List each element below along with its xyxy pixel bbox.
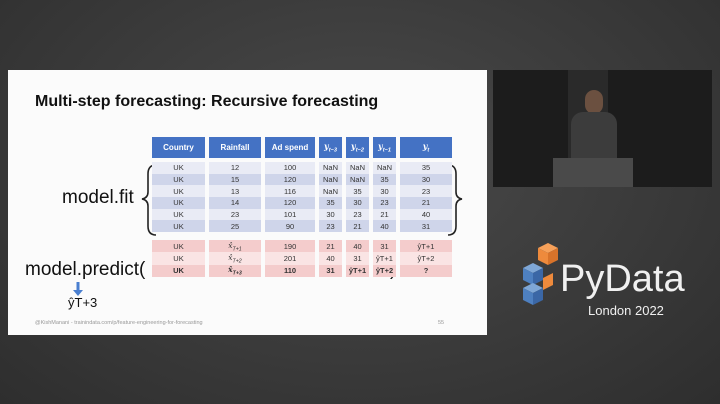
table-cell: 35 [346, 185, 369, 198]
table-cell: 40 [319, 252, 342, 265]
footer: @KishManani - trainindata.com/p/feature-… [35, 320, 203, 326]
fit-row: UK 14 120 35 30 23 21 [152, 197, 452, 209]
fit-row: UK 13 116 NaN 35 30 23 [152, 185, 452, 198]
pydata-logo-cubes [523, 243, 558, 305]
output-label: ŷT+3 [68, 295, 98, 310]
table-cell: 190 [265, 240, 315, 253]
table-cell: 23 [209, 208, 261, 221]
header-cell: Ad spend [265, 137, 315, 158]
table-cell: NaN [346, 173, 369, 186]
table-cell: 23 [319, 220, 342, 233]
table-cell: UK [152, 173, 205, 186]
fit-row: UK 15 120 NaN NaN 35 30 [152, 173, 452, 186]
table-cell: ? [400, 264, 452, 278]
table-cell: NaN [319, 185, 342, 198]
table-cell: 40 [373, 220, 396, 233]
header-cell: yt [400, 137, 452, 158]
fit-label: model.fit [62, 187, 134, 208]
table-cell: 23 [373, 197, 396, 209]
predict-row: UK x̂T+2 201 40 31 ŷT+1 ŷT+2 [152, 252, 452, 265]
header-cell: yt−1 [373, 137, 396, 158]
table-cell: 30 [373, 185, 396, 198]
table-cell: ŷT+1 [400, 240, 452, 253]
table-cell: 30 [346, 197, 369, 209]
table-cell: 35 [319, 197, 342, 209]
table-cell: 30 [319, 208, 342, 221]
table-cell: 116 [265, 185, 315, 198]
header-cell: yt−2 [346, 137, 369, 158]
header-cell: Country [152, 137, 205, 158]
table-cell: 25 [209, 220, 261, 233]
table-cell: 110 [265, 264, 315, 278]
podium [553, 158, 633, 187]
header-cell: yt−3 [319, 137, 342, 158]
table-cell: UK [152, 240, 205, 253]
table-cell: 14 [209, 197, 261, 209]
fit-row: UK 25 90 23 21 40 31 [152, 220, 452, 233]
table-cell: 21 [319, 240, 342, 253]
page-number: 55 [438, 320, 445, 326]
table-cell: 101 [265, 208, 315, 221]
table-cell: 31 [373, 240, 396, 253]
table-cell: x̂T+1 [209, 240, 261, 253]
table-cell: 21 [346, 220, 369, 233]
logo-text: PyData [560, 258, 685, 300]
table-cell: 31 [346, 252, 369, 265]
table-cell: 40 [346, 240, 369, 253]
table-cell: 120 [265, 173, 315, 186]
slide-title: Multi-step forecasting: Recursive foreca… [35, 93, 379, 110]
table-cell: 30 [400, 173, 452, 186]
table-cell: ŷT+2 [373, 264, 396, 278]
event-text: London 2022 [588, 303, 664, 318]
table-cell: ŷT+1 [346, 264, 369, 278]
table-cell: UK [152, 264, 205, 278]
table-cell: 201 [265, 252, 315, 265]
table-cell: UK [152, 252, 205, 265]
table-cell: 31 [400, 220, 452, 233]
table-cell: UK [152, 197, 205, 209]
table-cell: x̂T+2 [209, 252, 261, 265]
fit-row: UK 23 101 30 23 21 40 [152, 208, 452, 221]
table-cell: UK [152, 208, 205, 221]
table-cell: UK [152, 162, 205, 174]
header-cell: Rainfall [209, 137, 261, 158]
table-cell: ŷT+2 [400, 252, 452, 265]
fit-row: UK 12 100 NaN NaN NaN 35 [152, 162, 452, 174]
table-cell: 120 [265, 197, 315, 209]
speaker-video [493, 70, 712, 187]
table-cell: UK [152, 185, 205, 198]
table-cell: UK [152, 220, 205, 233]
table-cell: 21 [400, 197, 452, 209]
table-cell: 35 [373, 173, 396, 186]
table-cell: 13 [209, 185, 261, 198]
table-cell: 100 [265, 162, 315, 174]
table-cell: 31 [319, 264, 342, 278]
table-cell: NaN [319, 162, 342, 174]
predict-row: UK x̂T+1 190 21 40 31 ŷT+1 [152, 240, 452, 253]
table-cell: NaN [346, 162, 369, 174]
table-cell: 23 [400, 185, 452, 198]
data-table: Country Rainfall Ad spend yt−3 yt−2 yt−1 yt UK 1… [148, 137, 456, 278]
table-cell: 90 [265, 220, 315, 233]
table-cell: 35 [400, 162, 452, 174]
table-cell: NaN [319, 173, 342, 186]
speaker-head [585, 90, 603, 114]
predict-label: model.predict( [25, 259, 146, 280]
table-cell: 12 [209, 162, 261, 174]
table-cell: ŷT+1 [373, 252, 396, 265]
table-cell: 40 [400, 208, 452, 221]
table-cell: NaN [373, 162, 396, 174]
table-cell: 23 [346, 208, 369, 221]
header-row: Country Rainfall Ad spend yt−3 yt−2 yt−1 yt [152, 137, 452, 158]
predict-row: UK x̂T+3 110 31 ŷT+1 ŷT+2? [152, 264, 452, 278]
table-cell: 21 [373, 208, 396, 221]
table-cell: 15 [209, 173, 261, 186]
table-cell: x̂T+3 [209, 264, 261, 278]
